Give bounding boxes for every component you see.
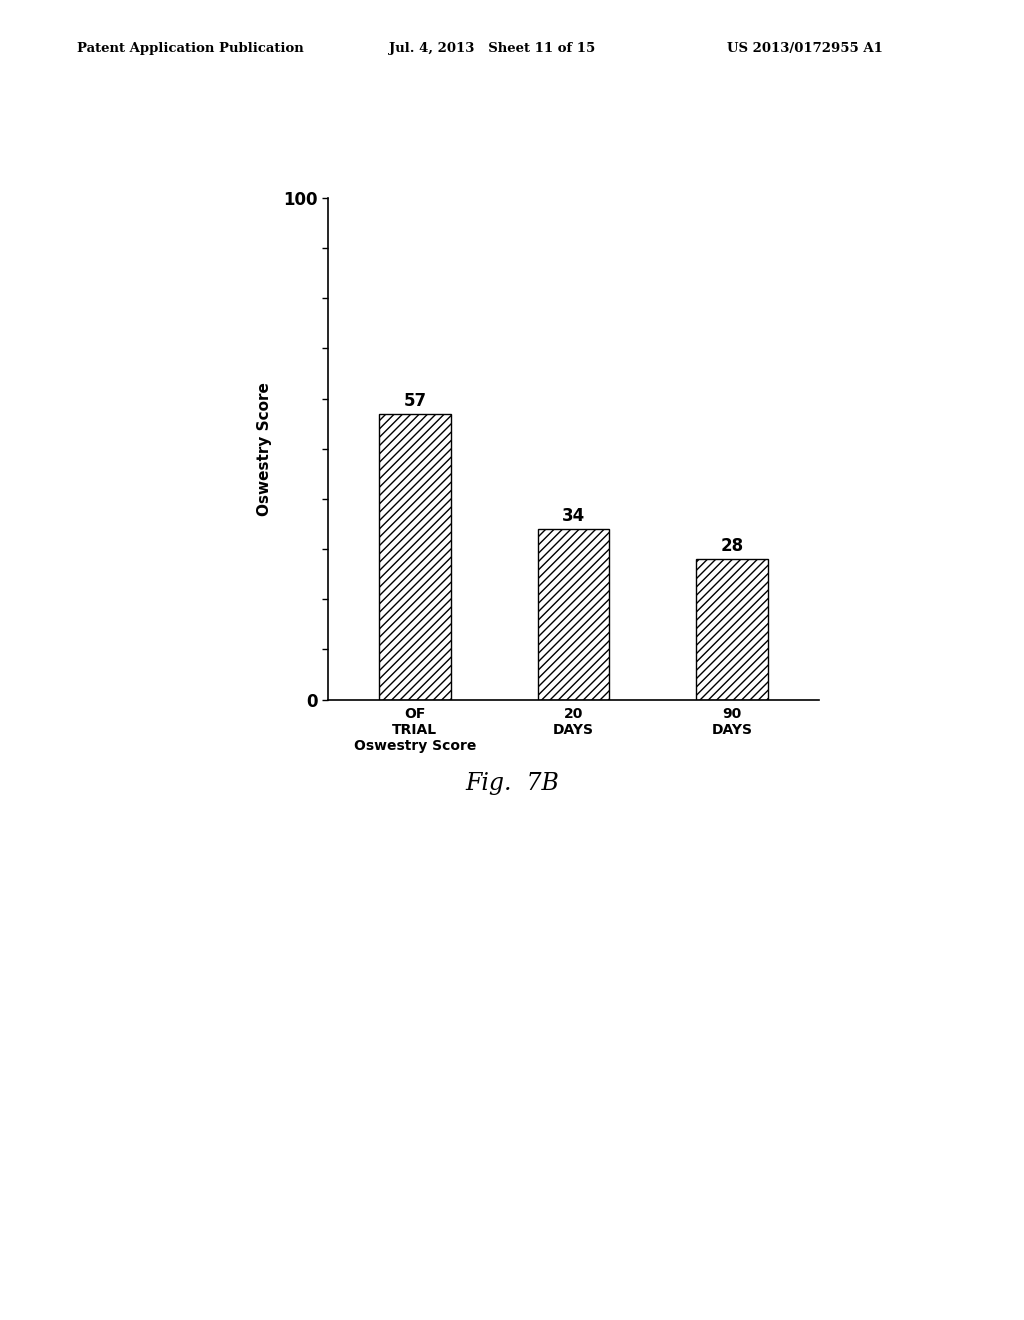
- Text: Fig.  7B: Fig. 7B: [465, 772, 559, 795]
- Bar: [538, 529, 609, 700]
- Bar: [379, 413, 451, 700]
- Text: 34: 34: [562, 507, 585, 525]
- Y-axis label: Oswestry Score: Oswestry Score: [257, 381, 271, 516]
- Text: Patent Application Publication: Patent Application Publication: [77, 42, 303, 55]
- Text: 28: 28: [721, 537, 743, 556]
- Text: US 2013/0172955 A1: US 2013/0172955 A1: [727, 42, 883, 55]
- Text: Jul. 4, 2013   Sheet 11 of 15: Jul. 4, 2013 Sheet 11 of 15: [389, 42, 595, 55]
- Bar: [696, 560, 768, 700]
- Text: 57: 57: [403, 392, 426, 409]
